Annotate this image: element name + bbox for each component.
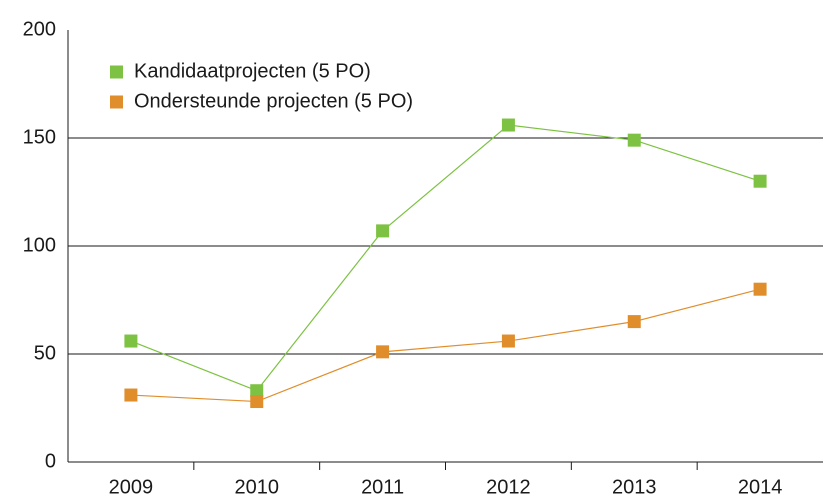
legend-label: Kandidaatprojecten (5 PO) [134,60,371,82]
data-point [124,334,138,348]
data-point [753,282,767,296]
y-tick-label: 100 [23,234,56,256]
data-point [501,334,515,348]
x-tick-label: 2012 [486,476,531,498]
data-point [250,395,264,409]
x-tick-label: 2010 [235,476,280,498]
x-tick-label: 2009 [109,476,154,498]
y-tick-label: 200 [23,18,56,40]
x-tick-label: 2013 [612,476,657,498]
data-point [250,384,264,398]
data-point [501,118,515,132]
data-point [376,345,390,359]
x-tick-label: 2011 [361,476,404,498]
series-line [130,288,761,403]
data-point [627,315,641,329]
y-tick-label: 50 [34,342,56,364]
y-tick-label: 0 [45,450,56,472]
legend-swatch [110,65,123,79]
data-point [753,174,767,188]
legend-swatch [110,95,123,109]
data-point [376,224,390,238]
data-point [124,388,138,402]
legend-label: Ondersteunde projecten (5 PO) [134,90,413,112]
series-line [130,124,761,392]
x-tick-label: 2014 [738,476,783,498]
data-point [627,133,641,147]
y-tick-label: 150 [23,126,56,148]
